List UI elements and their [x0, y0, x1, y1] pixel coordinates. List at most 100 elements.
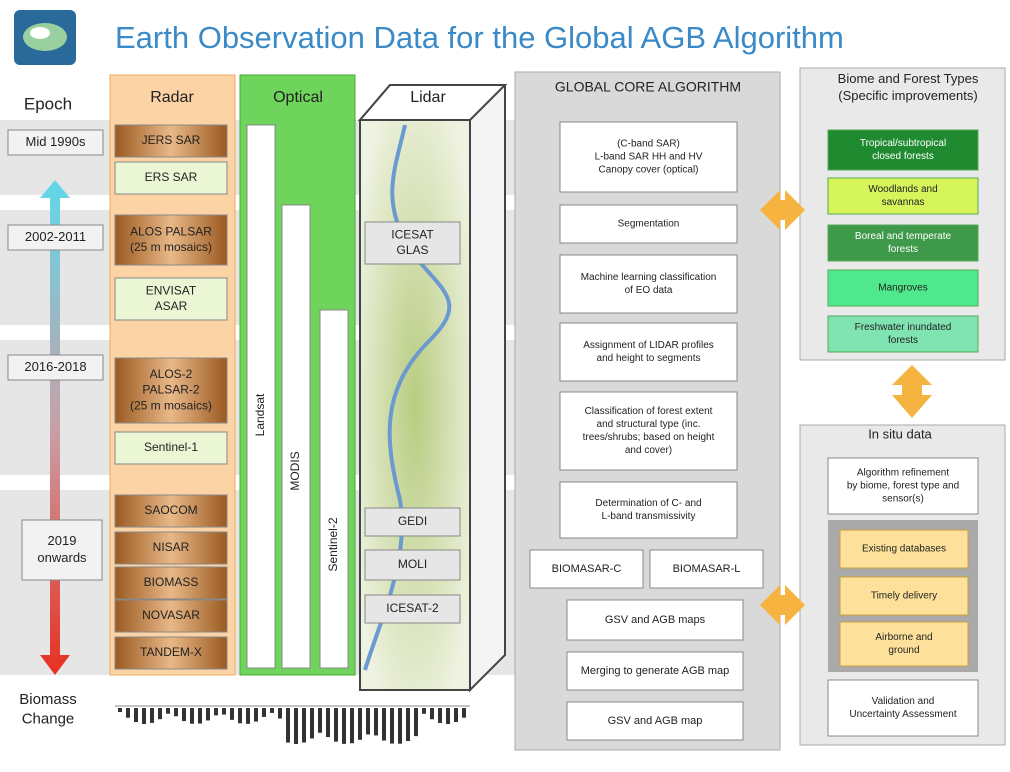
biome-type-text: Tropical/subtropical: [860, 138, 946, 149]
chart-bar-decoration: [118, 708, 122, 712]
radar-sensor-text: (25 m mosaics): [130, 398, 212, 412]
core-step-text: Canopy cover (optical): [598, 165, 698, 176]
chart-bar-decoration: [430, 708, 434, 719]
core-step-text: L-band transmissivity: [602, 511, 696, 522]
core-step-text: Segmentation: [618, 219, 680, 230]
radar-sensor-text: ENVISAT: [146, 283, 197, 297]
epoch-period-text: Mid 1990s: [26, 134, 86, 149]
core-step-text: of EO data: [625, 285, 673, 296]
chart-bar-decoration: [222, 708, 226, 715]
epoch-period-text: 2016-2018: [24, 359, 86, 374]
chart-bar-decoration: [422, 708, 426, 714]
in-situ-source-text: ground: [888, 645, 919, 656]
core-output-text: GSV and AGB maps: [605, 614, 706, 626]
chart-bar-decoration: [126, 708, 130, 718]
biome-type-text: Freshwater inundated: [855, 322, 952, 333]
core-step-text: Classification of forest extent: [585, 406, 713, 417]
in-situ-title: In situ data: [868, 426, 932, 441]
core-step: [560, 392, 737, 470]
biome-type-text: forests: [888, 244, 918, 255]
chart-bar-decoration: [414, 708, 418, 736]
biome-type-text: savannas: [882, 197, 925, 208]
radar-label: Radar: [150, 89, 194, 106]
epoch-period-text: 2019: [48, 533, 77, 548]
lidar-sensor-text: GEDI: [398, 514, 427, 528]
optical-sensor-text: Sentinel-2: [326, 517, 340, 571]
chart-bar-decoration: [366, 708, 370, 734]
chart-bar-decoration: [230, 708, 234, 720]
chart-bar-decoration: [350, 708, 354, 743]
epoch-label: Epoch: [24, 94, 72, 113]
title: Earth Observation Data for the Global AG…: [115, 20, 844, 55]
radar-sensor-text: ERS SAR: [145, 170, 198, 184]
biome-type-text: Mangroves: [878, 283, 927, 294]
lidar-sensor-text: ICESAT-2: [386, 601, 439, 615]
chart-bar-decoration: [318, 708, 322, 733]
biomasar-text: BIOMASAR-C: [552, 563, 622, 575]
chart-bar-decoration: [462, 708, 466, 718]
biome-type: [828, 130, 978, 170]
core-step: [560, 482, 737, 538]
biomasar-text: BIOMASAR-L: [673, 563, 741, 575]
chart-bar-decoration: [198, 708, 202, 724]
core-step: [560, 255, 737, 313]
core-step-text: and cover): [625, 445, 672, 456]
chart-bar-decoration: [390, 708, 394, 744]
core-step-text: and structural type (inc.: [597, 419, 701, 430]
logo: [14, 10, 76, 65]
chart-bar-decoration: [206, 708, 210, 720]
lidar-sensor-text: GLAS: [396, 243, 428, 257]
refinement-text: Algorithm refinement: [857, 468, 949, 479]
chart-bar-decoration: [398, 708, 402, 744]
chart-bar-decoration: [446, 708, 450, 724]
biome-type-text: Boreal and temperate: [855, 231, 952, 242]
chart-bar-decoration: [214, 708, 218, 715]
chart-bar-decoration: [190, 708, 194, 724]
radar-sensor-text: ALOS PALSAR: [130, 224, 212, 238]
chart-bar-decoration: [278, 708, 282, 719]
refinement-text: sensor(s): [882, 494, 924, 505]
radar-sensor-text: ALOS-2: [150, 367, 193, 381]
validation-text: Uncertainty Assessment: [849, 709, 956, 720]
chart-bar-decoration: [382, 708, 386, 741]
refinement-text: by biome, forest type and: [847, 481, 959, 492]
lidar-sensor-text: ICESAT: [391, 227, 434, 241]
biome-type-text: closed forests: [872, 151, 934, 162]
in-situ-source-text: Timely delivery: [871, 591, 937, 602]
biome-title: (Specific improvements): [838, 88, 977, 103]
chart-bar-decoration: [142, 708, 146, 724]
chart-bar-decoration: [374, 708, 378, 735]
core-title: GLOBAL CORE ALGORITHM: [555, 79, 741, 95]
core-step-text: Assignment of LIDAR profiles: [583, 340, 714, 351]
chart-bar-decoration: [238, 708, 242, 723]
chart-bar-decoration: [358, 708, 362, 740]
radar-sensor-text: JERS SAR: [142, 133, 201, 147]
lidar-label: Lidar: [410, 89, 446, 106]
chart-bar-decoration: [406, 708, 410, 741]
chart-bar-decoration: [342, 708, 346, 744]
in-situ-source-text: Airborne and: [875, 632, 932, 643]
radar-sensor-text: SAOCOM: [144, 503, 197, 517]
core-step-text: Determination of C- and: [595, 498, 701, 509]
radar-sensor-text: (25 m mosaics): [130, 240, 212, 254]
chart-bar-decoration: [286, 708, 290, 743]
chart-bar-decoration: [134, 708, 138, 722]
biome-type-text: forests: [888, 335, 918, 346]
chart-bar-decoration: [158, 708, 162, 719]
chart-bar-decoration: [294, 708, 298, 744]
validation: [828, 680, 978, 736]
radar-sensor-text: ASAR: [155, 299, 188, 313]
chart-bar-decoration: [174, 708, 178, 716]
core-output-text: Merging to generate AGB map: [581, 665, 730, 677]
biomass-change-label: Biomass: [19, 691, 77, 708]
chart-bar-decoration: [310, 708, 314, 738]
radar-sensor-text: TANDEM-X: [140, 645, 202, 659]
chart-bar-decoration: [254, 708, 258, 722]
optical-sensor-text: MODIS: [288, 451, 302, 490]
chart-bar-decoration: [150, 708, 154, 723]
epoch-period-text: 2002-2011: [25, 229, 86, 244]
chart-bar-decoration: [438, 708, 442, 723]
chart-bar-decoration: [182, 708, 186, 721]
optical-sensor: [282, 205, 310, 668]
chart-bar-decoration: [334, 708, 338, 742]
